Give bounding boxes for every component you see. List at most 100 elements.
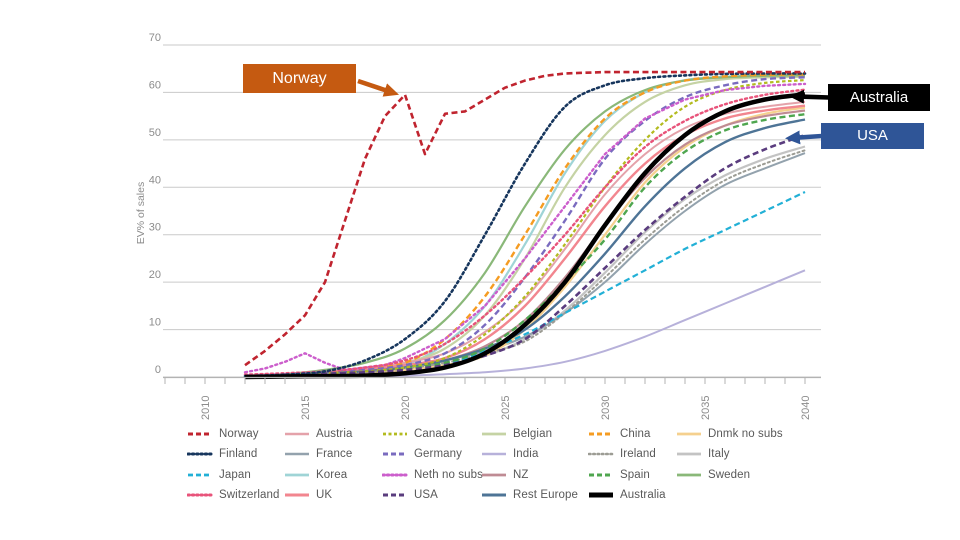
y-tick-label: 60	[149, 79, 161, 91]
australia-callout-box: Australia	[828, 84, 930, 111]
norway-callout-arrow	[357, 78, 400, 97]
legend-label: China	[620, 428, 651, 441]
legend-item-korea: Korea	[284, 469, 382, 481]
legend-swatch	[383, 493, 407, 497]
series-line-australia	[244, 92, 806, 380]
legend-label: Germany	[414, 448, 462, 461]
legend-label: Ireland	[620, 448, 656, 461]
legend-item-italy: Italy	[676, 448, 783, 460]
legend-label: Canada	[414, 428, 455, 441]
x-tick-label: 2030	[600, 396, 612, 420]
legend-swatch	[589, 473, 613, 477]
callout-arrows	[357, 78, 830, 145]
legend-swatch	[482, 493, 506, 497]
legend-swatch	[677, 453, 701, 456]
usa-callout-arrow	[784, 130, 823, 145]
series-line-norway	[244, 70, 805, 367]
series-line-switzerland	[243, 88, 807, 376]
series-lines	[243, 70, 807, 380]
series-line-canada	[244, 79, 806, 378]
y-tick-label: 10	[149, 317, 161, 329]
legend-item-austria: Austria	[284, 428, 382, 440]
legend-item-neth-no-subs: Neth no subs	[382, 469, 483, 481]
legend-label: Italy	[708, 448, 730, 461]
legend-item-norway: Norway	[187, 428, 284, 440]
legend-label: India	[513, 448, 539, 461]
legend-label: Australia	[620, 489, 666, 502]
y-tick-label: 40	[149, 174, 161, 186]
legend-label: NZ	[513, 468, 529, 481]
series-line-ireland	[244, 149, 806, 378]
legend-swatch	[482, 453, 506, 456]
legend-swatch	[677, 432, 701, 436]
usa-callout-box: USA	[821, 123, 924, 149]
legend-label: Belgian	[513, 428, 553, 441]
legend-swatch	[285, 473, 309, 477]
legend-item-india: India	[481, 448, 588, 460]
legend-swatch	[482, 432, 506, 436]
legend-swatch	[677, 473, 701, 477]
legend-swatch	[188, 432, 212, 436]
legend-swatch	[383, 452, 407, 456]
legend-swatch	[383, 432, 407, 436]
legend-label: Sweden	[708, 468, 751, 481]
legend-item-ireland: Ireland	[588, 448, 676, 460]
legend-swatch	[285, 432, 309, 436]
legend-item-france: France	[284, 448, 382, 460]
legend-label: Switzerland	[219, 489, 280, 502]
legend-label: Rest Europe	[513, 489, 579, 502]
x-tick-label: 2025	[500, 396, 512, 420]
y-tick-label: 30	[149, 222, 161, 234]
legend-item-sweden: Sweden	[676, 469, 783, 481]
legend-label: Norway	[219, 428, 259, 441]
legend-swatch	[188, 473, 212, 477]
series-line-neth-no-subs	[243, 82, 807, 374]
legend-label: Spain	[620, 468, 650, 481]
legend-label: France	[316, 448, 353, 461]
legend-label: Dnmk no subs	[708, 428, 783, 441]
legend-item-japan: Japan	[187, 469, 284, 481]
legend-item-canada: Canada	[382, 428, 481, 440]
australia-callout-arrow	[788, 89, 830, 104]
y-tick-label: 70	[149, 32, 161, 44]
legend-item-china: China	[588, 428, 676, 440]
legend-item-belgian: Belgian	[481, 428, 588, 440]
y-tick-label: 0	[155, 364, 161, 376]
legend-swatch	[285, 453, 309, 456]
legend-label: Austria	[316, 428, 353, 441]
series-line-belgian	[244, 75, 806, 378]
legend-swatch	[285, 493, 309, 497]
series-line-japan	[244, 191, 806, 378]
legend-swatch	[482, 473, 506, 477]
legend-label: Finland	[219, 448, 258, 461]
legend-item-finland: Finland	[187, 448, 284, 460]
legend-swatch	[589, 432, 613, 436]
series-line-finland	[243, 72, 807, 378]
legend-swatch	[187, 452, 213, 456]
legend-swatch	[588, 453, 614, 456]
legend-item-nz: NZ	[481, 469, 588, 481]
x-tick-label: 2040	[800, 396, 812, 420]
legend-item-dnmk-no-subs: Dnmk no subs	[676, 428, 783, 440]
legend-item-switzerland: Switzerland	[187, 489, 284, 501]
x-tick-label: 2020	[400, 396, 412, 420]
legend-item-germany: Germany	[382, 448, 481, 460]
y-tick-label: 50	[149, 127, 161, 139]
legend-item-usa: USA	[382, 489, 481, 501]
x-tick-label: 2010	[200, 396, 212, 420]
legend-item-uk: UK	[284, 489, 382, 501]
x-tick-label: 2015	[300, 396, 312, 420]
legend-item-rest-europe: Rest Europe	[481, 489, 588, 501]
norway-callout-box: Norway	[243, 64, 356, 93]
series-line-france	[244, 152, 806, 378]
y-tick-label: 20	[149, 269, 161, 281]
legend-swatch	[589, 492, 613, 498]
legend-item-australia: Australia	[588, 489, 676, 501]
legend-swatch	[187, 493, 213, 497]
series-line-usa	[244, 133, 806, 378]
legend: Norway Austria Canada Belgian China Dnmk no s…	[187, 424, 783, 505]
legend-label: Japan	[219, 468, 251, 481]
